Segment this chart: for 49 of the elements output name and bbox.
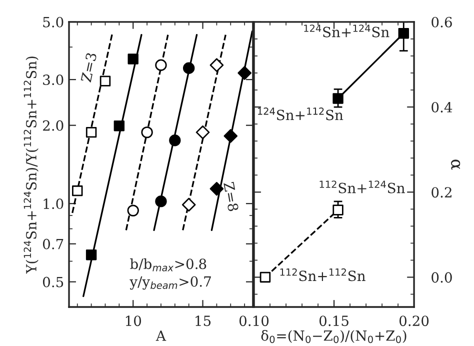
- text: Y($^{124}$Sn+$^{124}$Sn)/Y($^{112}$Sn+$^{112}$Sn): [24, 56, 38, 274]
- y-tick-label: 1.0: [44, 198, 64, 210]
- y-tick-label: 3.0: [43, 74, 64, 86]
- point: [260, 272, 271, 283]
- annotation: b/b$_{max}$>0.8: [130, 258, 206, 272]
- text: δ$_{0}$=(N$_{0}$−Z$_{0}$)/(N$_{0}$+Z$_{0}$): [261, 330, 406, 344]
- point: [128, 54, 138, 64]
- point: [332, 204, 344, 216]
- y-tick-label: 0.2: [432, 187, 452, 198]
- point: [238, 66, 252, 80]
- x-tick-label: 15: [196, 316, 211, 326]
- annotation: y/y$_{beam}$>0.7: [130, 276, 211, 290]
- point: [155, 195, 167, 208]
- x-tick-label: 10: [126, 316, 142, 326]
- annotation: Z=3: [80, 52, 97, 82]
- point: [182, 198, 196, 212]
- y-tick-label: 2.0: [43, 120, 64, 131]
- y-tick-label: 0.5: [42, 276, 64, 288]
- annotation: $^{112}$Sn+$^{112}$Sn: [280, 268, 366, 282]
- point: [72, 185, 83, 196]
- point: [224, 129, 238, 143]
- point: [141, 126, 153, 138]
- point: [398, 28, 409, 39]
- point: [332, 93, 344, 104]
- y-tick-label: 0.0: [432, 272, 452, 283]
- point: [155, 59, 167, 71]
- point: [210, 182, 224, 196]
- x-tick-label: 0.15: [319, 316, 348, 326]
- point: [100, 76, 111, 86]
- point: [114, 120, 125, 132]
- annotation: $^{124}$Sn+$^{112}$Sn: [258, 108, 344, 120]
- point: [210, 58, 224, 72]
- point: [127, 204, 139, 216]
- y-tick-label: 0.4: [432, 102, 452, 112]
- annotation: $^{124}$Sn+$^{124}$Sn: [304, 24, 390, 38]
- annotation: $^{112}$Sn+$^{124}$Sn: [320, 180, 405, 194]
- y-axis-title: α: [451, 160, 460, 170]
- annotation: Z=8: [223, 182, 239, 212]
- x-axis-title: A: [156, 330, 166, 341]
- x-tick-label: 0.20: [399, 316, 429, 326]
- point: [169, 134, 181, 146]
- y-tick-label: 0.7: [42, 238, 64, 250]
- point: [86, 249, 97, 260]
- y-tick-label: 0.6: [432, 16, 452, 28]
- point: [86, 126, 97, 138]
- x-tick-label: 0.10: [239, 316, 269, 326]
- point: [182, 62, 195, 74]
- point: [196, 125, 210, 140]
- y-tick-label: 5.0: [43, 16, 64, 28]
